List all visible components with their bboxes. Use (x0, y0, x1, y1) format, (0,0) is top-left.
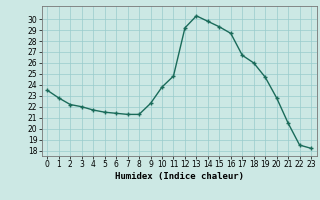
X-axis label: Humidex (Indice chaleur): Humidex (Indice chaleur) (115, 172, 244, 181)
